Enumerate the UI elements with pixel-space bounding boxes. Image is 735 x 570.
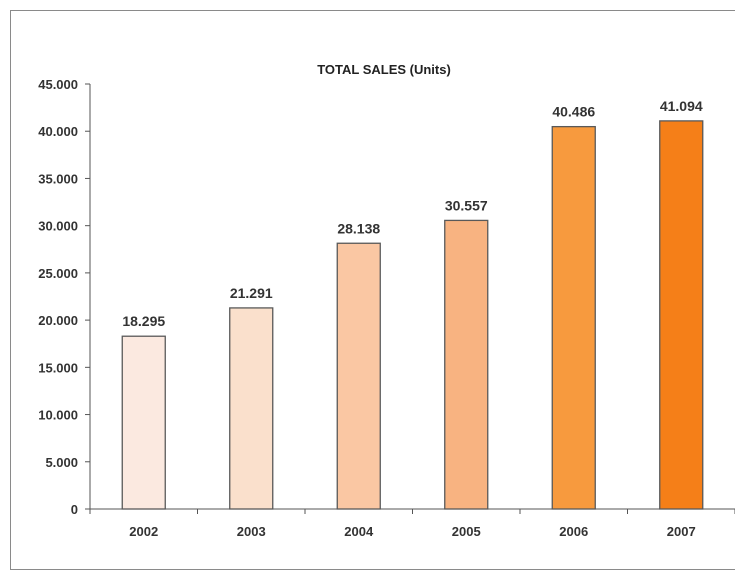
x-tick-label-2006: 2006 — [559, 524, 588, 539]
data-label-2004: 28.138 — [337, 220, 380, 236]
y-tick-label: 20.000 — [38, 313, 78, 328]
y-tick-label: 40.000 — [38, 124, 78, 139]
data-label-2005: 30.557 — [445, 197, 488, 213]
bar-2007 — [659, 120, 704, 510]
y-tick-label: 15.000 — [38, 360, 78, 375]
y-tick-label: 45.000 — [38, 77, 78, 92]
x-tick-label-2004: 2004 — [344, 524, 374, 539]
data-label-2002: 18.295 — [122, 313, 165, 329]
y-tick-label: 30.000 — [38, 219, 78, 234]
bars — [121, 120, 704, 510]
bar-2003 — [229, 307, 274, 510]
y-tick-label: 25.000 — [38, 266, 78, 281]
data-label-2003: 21.291 — [230, 285, 273, 301]
bar-2004 — [336, 242, 381, 510]
y-tick-label: 5.000 — [45, 455, 78, 470]
chart-title: TOTAL SALES (Units) — [317, 62, 451, 77]
bar-2002 — [121, 335, 166, 510]
y-tick-label: 35.000 — [38, 171, 78, 186]
data-label-2007: 41.094 — [660, 98, 703, 114]
bar-2005 — [444, 219, 489, 510]
data-label-2006: 40.486 — [552, 104, 595, 120]
x-tick-label-2007: 2007 — [667, 524, 696, 539]
value-labels: 18.295 21.291 28.138 30.557 40.486 41.094 — [122, 98, 703, 329]
bar-chart: TOTAL SALES (Units) 0 5.000 10.000 15.000 20… — [38, 62, 735, 539]
y-tick-label: 0 — [71, 502, 78, 517]
y-tick-label: 10.000 — [38, 408, 78, 423]
y-axis: 0 5.000 10.000 15.000 20.000 25.000 30.000 35.0… — [38, 77, 91, 517]
x-axis: 2002 2003 2004 2005 2006 2007 — [89, 508, 735, 539]
x-tick-label-2003: 2003 — [237, 524, 266, 539]
bar-2006 — [551, 125, 596, 510]
x-tick-label-2002: 2002 — [129, 524, 158, 539]
x-tick-label-2005: 2005 — [452, 524, 481, 539]
